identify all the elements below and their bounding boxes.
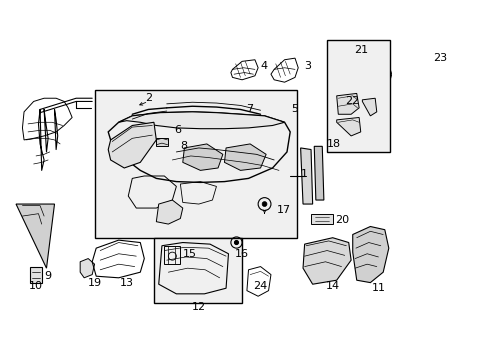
Text: 4: 4 xyxy=(260,61,267,71)
Text: 11: 11 xyxy=(370,283,385,293)
Polygon shape xyxy=(406,60,436,82)
Polygon shape xyxy=(303,238,350,284)
Text: 5: 5 xyxy=(291,104,298,114)
Text: 21: 21 xyxy=(353,45,367,55)
Text: 24: 24 xyxy=(253,281,267,291)
Text: 6: 6 xyxy=(174,125,181,135)
Text: 18: 18 xyxy=(326,139,341,149)
Text: 13: 13 xyxy=(120,278,133,288)
Polygon shape xyxy=(314,146,323,200)
Text: 3: 3 xyxy=(304,61,311,71)
Text: 10: 10 xyxy=(29,281,43,291)
Polygon shape xyxy=(362,98,376,116)
Bar xyxy=(326,40,389,152)
Text: 1: 1 xyxy=(486,171,488,181)
Polygon shape xyxy=(80,258,94,278)
Bar xyxy=(154,238,242,303)
Polygon shape xyxy=(30,266,41,283)
Circle shape xyxy=(234,240,238,244)
Text: 16: 16 xyxy=(235,249,248,259)
Polygon shape xyxy=(108,122,156,168)
Text: 1: 1 xyxy=(300,168,307,179)
Text: 17: 17 xyxy=(276,206,290,216)
Text: 12: 12 xyxy=(191,302,205,312)
Polygon shape xyxy=(300,148,312,204)
Text: 7: 7 xyxy=(246,104,253,114)
Polygon shape xyxy=(336,94,358,114)
Polygon shape xyxy=(336,117,360,136)
Text: 15: 15 xyxy=(183,249,196,259)
Text: 9: 9 xyxy=(44,271,52,281)
Polygon shape xyxy=(398,56,428,80)
Polygon shape xyxy=(183,144,223,170)
Polygon shape xyxy=(16,204,54,268)
Bar xyxy=(94,90,296,238)
Polygon shape xyxy=(156,200,183,224)
Text: 23: 23 xyxy=(432,53,446,63)
Polygon shape xyxy=(310,214,332,224)
Polygon shape xyxy=(224,144,265,170)
Text: 2: 2 xyxy=(144,93,152,103)
Text: 19: 19 xyxy=(87,278,102,288)
Bar xyxy=(156,138,167,146)
Circle shape xyxy=(262,202,266,206)
Polygon shape xyxy=(119,112,284,129)
Polygon shape xyxy=(352,226,388,283)
Text: 20: 20 xyxy=(334,215,348,225)
Text: 8: 8 xyxy=(180,141,187,151)
Text: 22: 22 xyxy=(345,96,359,107)
Text: 14: 14 xyxy=(325,281,339,291)
